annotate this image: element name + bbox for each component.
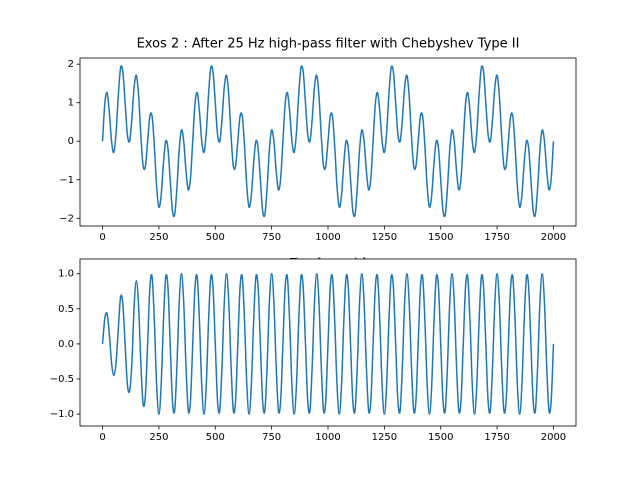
x-tick-label: 750 (262, 232, 281, 243)
x-tick-label: 2000 (541, 432, 566, 443)
data-line (101, 272, 555, 415)
data-line (101, 65, 555, 218)
x-tick-label: 1250 (372, 432, 397, 443)
x-tick-label: 0 (99, 232, 105, 243)
x-tick-label: 1000 (315, 432, 340, 443)
x-tick-label: 1500 (428, 432, 453, 443)
y-tick-label: 1.0 (58, 269, 74, 280)
y-tick-label: 0 (68, 136, 74, 147)
x-tick-label: 1750 (484, 432, 509, 443)
x-tick-label: 2000 (541, 232, 566, 243)
y-tick-label: −2 (59, 213, 74, 224)
x-tick-label: 1000 (315, 232, 340, 243)
x-tick-label: 500 (206, 432, 225, 443)
x-tick-label: 250 (149, 232, 168, 243)
y-tick-label: −1 (59, 175, 74, 186)
x-tick-label: 250 (149, 432, 168, 443)
x-tick-label: 750 (262, 432, 281, 443)
chart-title: Exos 2 : After 25 Hz high-pass filter wi… (137, 37, 520, 52)
x-tick-label: 0 (99, 432, 105, 443)
x-tick-label: 500 (206, 232, 225, 243)
y-tick-label: 2 (68, 59, 74, 70)
x-tick-label: 1250 (372, 232, 397, 243)
y-tick-label: 0.0 (58, 339, 74, 350)
y-tick-label: −1.0 (50, 409, 74, 420)
x-tick-label: 1750 (484, 232, 509, 243)
y-tick-label: 0.5 (58, 304, 74, 315)
x-tick-label: 1500 (428, 232, 453, 243)
y-tick-label: −0.5 (50, 374, 74, 385)
y-tick-label: 1 (68, 98, 74, 109)
